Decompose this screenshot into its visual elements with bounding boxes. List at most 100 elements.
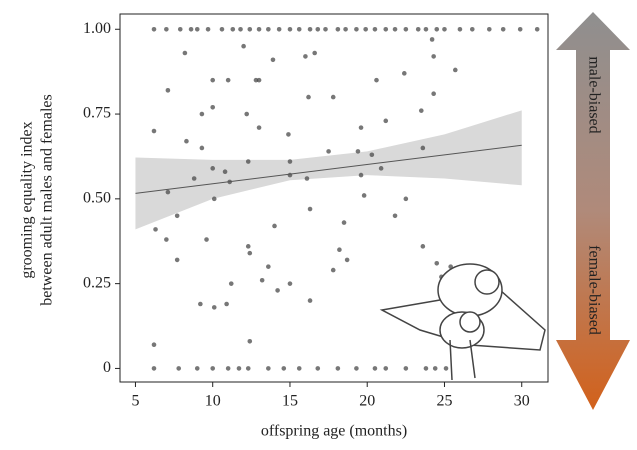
- point: [344, 257, 350, 263]
- point: [423, 26, 429, 32]
- point: [245, 366, 251, 371]
- point: [247, 338, 253, 344]
- point: [383, 26, 389, 32]
- point: [442, 26, 447, 32]
- x-tick-label: 5: [131, 393, 139, 410]
- point: [358, 172, 364, 178]
- point: [434, 26, 440, 32]
- point: [378, 166, 384, 171]
- point: [326, 149, 331, 154]
- point: [392, 213, 398, 219]
- point: [151, 128, 157, 134]
- y-axis-label: grooming equality index: [19, 121, 36, 278]
- point: [315, 366, 321, 371]
- point: [323, 26, 328, 32]
- point: [266, 26, 271, 32]
- point: [341, 220, 347, 225]
- point: [500, 26, 506, 32]
- annotation: male-biased: [585, 56, 602, 133]
- point: [517, 26, 523, 32]
- point: [423, 366, 429, 371]
- confidence-band: [135, 110, 522, 230]
- point: [307, 206, 313, 212]
- point: [286, 132, 291, 137]
- point: [174, 213, 180, 219]
- annotation: female-biased: [585, 245, 602, 335]
- point: [457, 26, 463, 32]
- point: [281, 366, 287, 371]
- illustration: [379, 263, 546, 381]
- point: [355, 149, 361, 154]
- x-tick-label: 25: [436, 393, 452, 410]
- point: [210, 77, 216, 83]
- x-tick-label: 30: [514, 393, 530, 410]
- point: [287, 159, 293, 164]
- point: [312, 50, 317, 56]
- plot-frame: [119, 13, 549, 383]
- y-axis-label: between adult males and females: [39, 94, 56, 305]
- point: [236, 366, 242, 371]
- point: [165, 88, 171, 93]
- point: [266, 366, 271, 371]
- point: [225, 366, 231, 371]
- x-tick-label: 10: [205, 393, 221, 410]
- point: [228, 281, 234, 286]
- point: [256, 77, 262, 83]
- point: [184, 138, 189, 144]
- point: [176, 366, 182, 371]
- point: [210, 366, 216, 371]
- point: [194, 366, 200, 371]
- point: [230, 26, 236, 32]
- point: [238, 26, 243, 32]
- point: [374, 77, 379, 83]
- point: [174, 257, 180, 263]
- point: [420, 244, 426, 249]
- y-tick-label: 0.50: [83, 190, 111, 207]
- bias-arrow: [556, 12, 630, 410]
- point: [335, 366, 341, 371]
- point: [296, 366, 302, 371]
- point: [164, 26, 169, 32]
- regression-line: [135, 144, 522, 194]
- point: [330, 267, 336, 273]
- point: [315, 26, 321, 32]
- point: [204, 237, 209, 242]
- point: [256, 26, 262, 32]
- point: [188, 26, 194, 32]
- x-tick-label: 20: [359, 393, 375, 410]
- point: [361, 193, 367, 198]
- point: [256, 125, 262, 130]
- point: [392, 26, 398, 32]
- point: [211, 305, 217, 310]
- point: [182, 50, 188, 56]
- point: [306, 94, 311, 100]
- point: [354, 366, 359, 371]
- point: [247, 250, 253, 256]
- point: [420, 145, 426, 151]
- point: [418, 108, 424, 113]
- y-tick-label: 0.75: [83, 105, 111, 122]
- point: [307, 298, 313, 303]
- point: [403, 26, 409, 32]
- y-tick-label: 1.00: [83, 20, 111, 37]
- point: [210, 104, 216, 110]
- point: [151, 26, 157, 32]
- point: [469, 26, 475, 32]
- point: [247, 26, 253, 32]
- point: [432, 366, 438, 371]
- point: [205, 26, 211, 32]
- point: [534, 26, 540, 32]
- point: [287, 281, 293, 286]
- point: [222, 169, 228, 175]
- point: [335, 26, 341, 32]
- point: [151, 366, 157, 371]
- x-tick-label: 15: [282, 393, 298, 410]
- point: [296, 26, 302, 32]
- point: [486, 26, 492, 32]
- point: [210, 166, 216, 171]
- point: [151, 342, 157, 347]
- point: [199, 145, 205, 151]
- y-tick-label: 0.25: [83, 274, 111, 291]
